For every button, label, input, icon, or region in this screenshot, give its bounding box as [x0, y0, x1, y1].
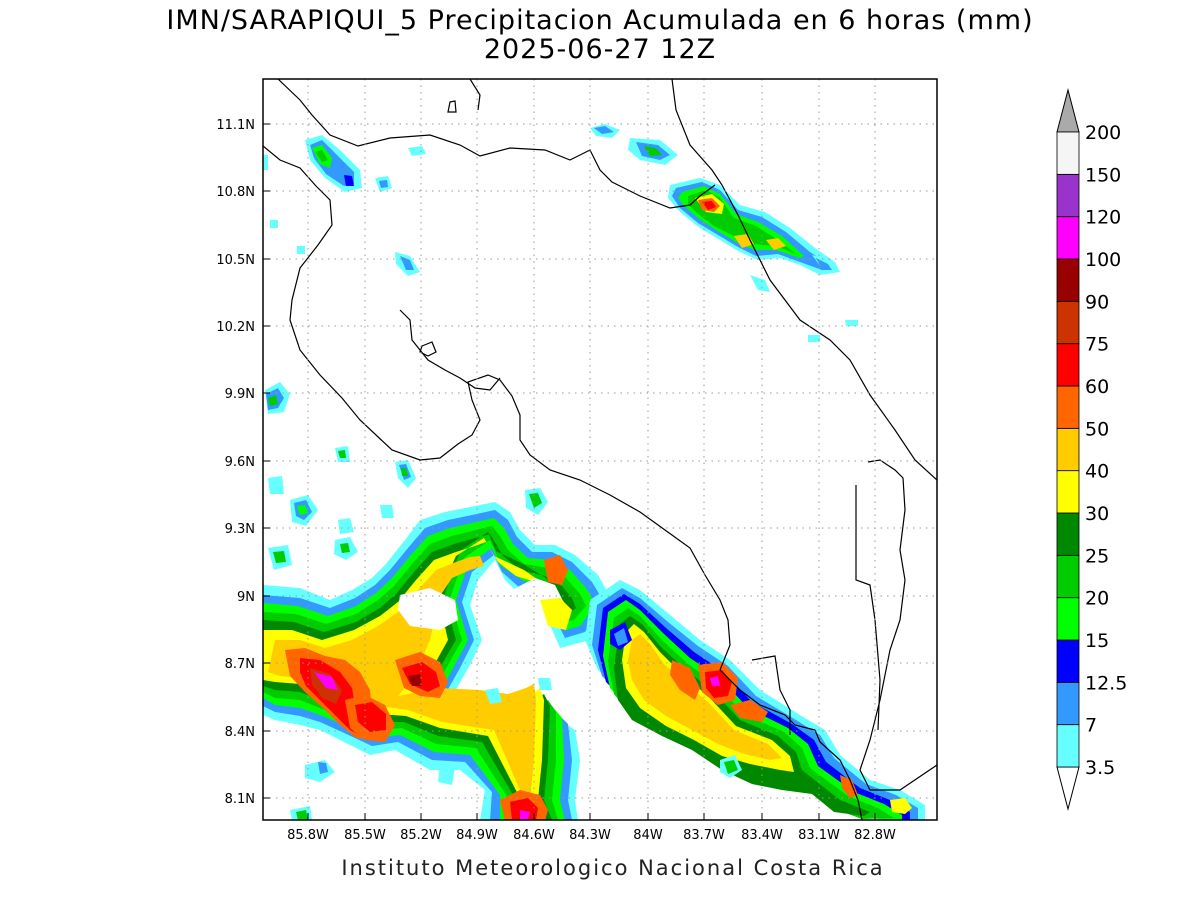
colorbar-under-arrow — [1056, 766, 1080, 811]
colorbar-level-label: 50 — [1085, 418, 1109, 440]
footer-credit: Instituto Meteorologico Nacional Costa R… — [341, 856, 885, 880]
lat-tick-label: 11.1N — [216, 118, 255, 133]
colorbar-band — [1056, 681, 1080, 726]
lat-tick-label: 8.7N — [225, 657, 255, 672]
colorbar-level-label: 15 — [1085, 630, 1109, 652]
colorbar-band — [1056, 300, 1080, 345]
colorbar-level-label: 150 — [1085, 164, 1121, 186]
colorbar-level-label: 20 — [1085, 588, 1109, 610]
colorbar-level-label: 12.5 — [1085, 672, 1127, 694]
lat-tick-label: 10.5N — [216, 253, 255, 268]
colorbar-level-label: 200 — [1085, 122, 1121, 144]
colorbar-band — [1056, 343, 1080, 387]
colorbar-level-label: 90 — [1085, 291, 1109, 313]
colorbar-over-arrow — [1056, 88, 1080, 133]
longitude-axis: 85.8W 85.5W 85.2W 84.9W 84.6W 84.3W 84W 83.7W 83… — [287, 813, 896, 843]
colorbar-level-label: 40 — [1085, 461, 1109, 483]
precipitation-field — [263, 124, 925, 820]
panama-border — [859, 459, 937, 791]
colorbar-band — [1056, 554, 1080, 599]
colorbar-level-label: 30 — [1085, 503, 1109, 525]
isla-chira — [419, 341, 437, 357]
gulf-of-nicoya-coast — [399, 309, 501, 391]
colorbar-level-label: 75 — [1085, 334, 1109, 356]
pacific-coast-nicoya — [263, 145, 731, 671]
lon-tick-label: 83.7W — [683, 828, 725, 843]
colorbar-band — [1056, 385, 1080, 429]
colorbar-band — [1056, 427, 1080, 472]
lon-tick-label: 83.1W — [798, 828, 840, 843]
colorbar-level-label: 100 — [1085, 249, 1121, 271]
island-north — [447, 100, 457, 113]
colorbar-band — [1056, 470, 1080, 514]
colorbar-level-label: 60 — [1085, 376, 1109, 398]
lon-tick-label: 84.9W — [456, 828, 498, 843]
rain-cluster-southeast — [585, 580, 925, 820]
lat-tick-label: 10.8N — [216, 185, 255, 200]
lat-tick-label: 9.3N — [225, 522, 255, 537]
lat-tick-label: 10.2N — [216, 320, 255, 335]
colorbar-band — [1056, 258, 1080, 302]
lat-tick-label: 8.4N — [225, 725, 255, 740]
rain-cells-northwest — [263, 135, 858, 820]
lon-tick-label: 85.2W — [400, 828, 442, 843]
coastline — [263, 79, 937, 820]
lat-tick-label: 9N — [237, 590, 255, 605]
nicaragua-border-coast — [277, 79, 716, 209]
lake-shore — [469, 79, 481, 111]
colorbar-band — [1056, 131, 1080, 175]
lon-tick-label: 84W — [633, 828, 663, 843]
lon-tick-label: 85.8W — [287, 828, 329, 843]
map-subtitle: 2025-06-27 12Z — [483, 34, 717, 65]
lon-tick-label: 85.5W — [344, 828, 386, 843]
map-gridlines — [263, 79, 937, 820]
panama-border-west — [855, 485, 881, 731]
rain-cluster-northeast — [590, 124, 840, 292]
lat-tick-label: 9.9N — [225, 387, 255, 402]
latitude-axis: 8.1N 8.4N 8.7N 9N 9.3N 9.6N 9.9N 10.2N 10.5N 10.8… — [216, 118, 270, 807]
colorbar-level-label: 7 — [1085, 715, 1097, 737]
lon-tick-label: 84.6W — [513, 828, 555, 843]
lat-tick-label: 8.1N — [225, 792, 255, 807]
osa-coast — [719, 669, 863, 820]
lon-tick-label: 83.4W — [741, 828, 783, 843]
lat-tick-label: 9.6N — [225, 455, 255, 470]
colorbar-band — [1056, 216, 1080, 260]
colorbar-band — [1056, 639, 1080, 683]
map-frame — [262, 78, 938, 821]
colorbar-band — [1056, 597, 1080, 641]
colorbar-band — [1056, 724, 1080, 768]
colorbar-legend: 3.5 7 12.5 15 20 25 30 40 50 60 75 90 100 120 150 200 — [1056, 88, 1127, 811]
colorbar-level-label: 25 — [1085, 545, 1109, 567]
map-title: IMN/SARAPIQUI_5 Precipitacion Acumulada … — [166, 5, 1034, 36]
colorbar-level-label: 120 — [1085, 207, 1121, 229]
rain-cluster-southwest — [263, 502, 612, 820]
lon-tick-label: 84.3W — [569, 828, 611, 843]
colorbar-level-label: 3.5 — [1085, 757, 1115, 779]
golfo-dulce-coast — [751, 655, 791, 735]
lon-tick-label: 82.8W — [854, 828, 896, 843]
colorbar-band — [1056, 512, 1080, 556]
caribbean-coast-north — [671, 79, 937, 481]
colorbar-band — [1056, 173, 1080, 218]
